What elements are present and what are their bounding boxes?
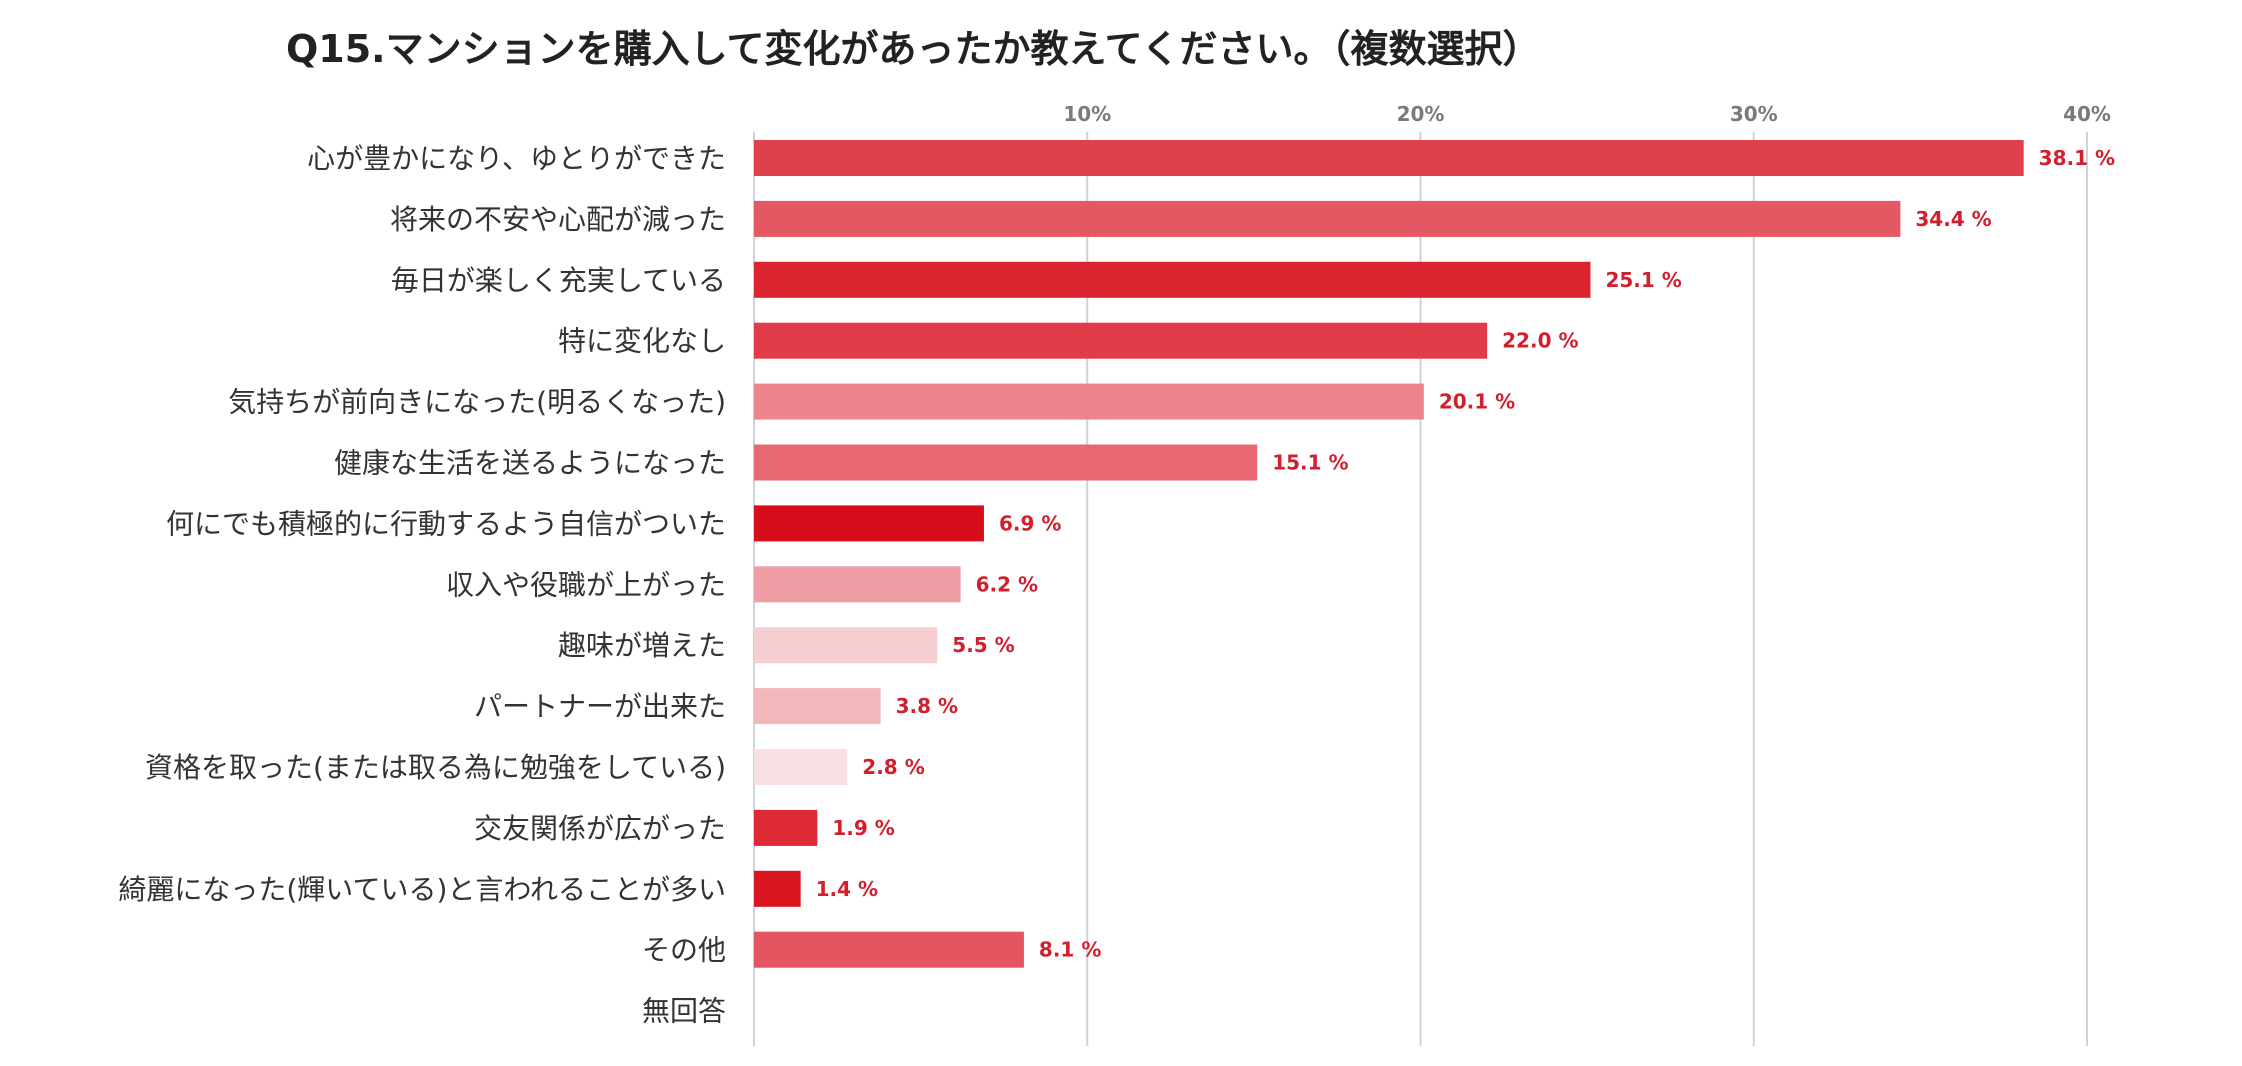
bar [754, 200, 1901, 237]
category-label: 気持ちが前向きになった(明るくなった) [228, 386, 726, 419]
bar [754, 809, 818, 846]
data-label: 3.8 % [896, 694, 958, 718]
x-tick-label: 30% [1730, 102, 1778, 126]
bar [754, 261, 1591, 298]
bar [754, 688, 881, 725]
data-label: 15.1 % [1272, 451, 1348, 475]
category-label: 特に変化なし [558, 325, 726, 358]
category-label: 健康な生活を送るようになった [334, 447, 726, 480]
category-label: 無回答 [642, 995, 726, 1028]
category-label: 綺麗になった(輝いている)と言われることが多い [118, 873, 726, 906]
category-label: 交友関係が広がった [474, 812, 726, 845]
data-label: 34.4 % [1915, 207, 1991, 231]
bar [754, 444, 1258, 481]
x-tick-label: 40% [2063, 102, 2111, 126]
category-label: その他 [642, 934, 726, 967]
category-label: 収入や役職が上がった [446, 568, 726, 601]
data-label: 5.5 % [952, 633, 1014, 657]
bar [754, 140, 2024, 176]
data-label: 6.9 % [999, 511, 1061, 535]
data-label: 1.4 % [816, 877, 878, 901]
category-label: パートナーが出来た [474, 690, 726, 723]
category-label: 趣味が増えた [558, 629, 726, 662]
data-labels: 38.1 % 34.4 % 25.1 % 22.0 % 20.1 % 15.1 % 6.9 … [816, 146, 2115, 962]
bar [754, 383, 1424, 420]
x-tick-label: 20% [1397, 102, 1445, 126]
data-label: 2.8 % [862, 755, 924, 779]
data-label: 22.0 % [1502, 329, 1578, 353]
data-label: 1.9 % [832, 816, 894, 840]
bar [754, 870, 801, 907]
data-label: 6.2 % [976, 572, 1038, 596]
category-label: 将来の不安や心配が減った [390, 203, 726, 236]
bar [754, 931, 1024, 968]
category-label: 心が豊かになり、ゆとりができた [307, 142, 726, 175]
bar [754, 627, 938, 664]
bars [754, 140, 2024, 968]
data-label: 25.1 % [1605, 268, 1681, 292]
category-labels: 心が豊かになり、ゆとりができた将来の不安や心配が減った毎日が楽しく充実している特… [118, 142, 726, 1028]
bar [754, 566, 961, 603]
bar [754, 322, 1488, 359]
data-label: 38.1 % [2039, 146, 2115, 170]
x-axis-ticks: 10% 20% 30% 40% [1063, 102, 2111, 126]
data-label: 8.1 % [1039, 938, 1101, 962]
bar [754, 505, 984, 542]
bar [754, 749, 848, 785]
chart-title: Q15.マンションを購入して変化があったか教えてください。（複数選択） [286, 27, 1541, 71]
category-label: 何にでも積極的に行動するよう自信がついた [166, 507, 726, 540]
category-label: 毎日が楽しく充実している [391, 264, 726, 297]
x-tick-label: 10% [1063, 102, 1111, 126]
category-label: 資格を取った(または取る為に勉強をしている) [145, 751, 726, 784]
data-label: 20.1 % [1439, 390, 1515, 414]
